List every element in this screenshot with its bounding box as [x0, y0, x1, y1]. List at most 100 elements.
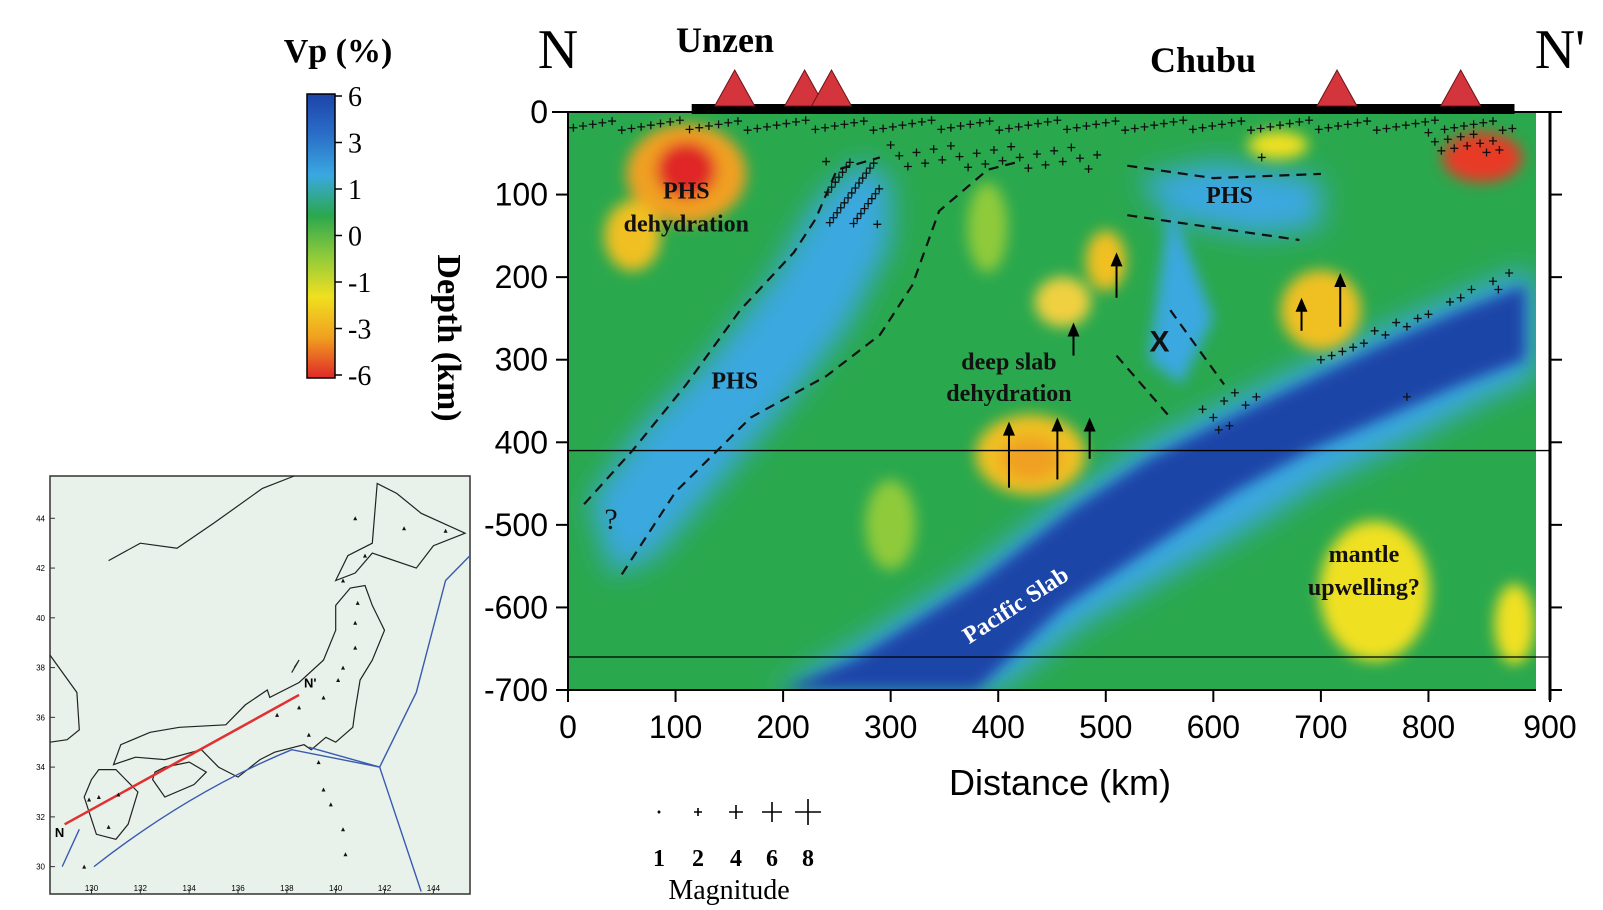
x-tick-label: 300 [864, 709, 917, 745]
arrow-head [1051, 417, 1064, 432]
arrow-head [1002, 421, 1015, 436]
earthquake-marker [1459, 122, 1468, 131]
earthquake-marker [762, 122, 771, 131]
earthquake-marker [1314, 125, 1323, 134]
earthquake-marker [1034, 119, 1043, 128]
earthquake-marker [875, 184, 884, 193]
map-lat-label: 42 [36, 564, 45, 573]
magnitude-value: 1 [653, 846, 665, 872]
arrow-head [1083, 417, 1096, 432]
profile-start-label: N [538, 19, 578, 81]
earthquake-marker [1007, 142, 1016, 151]
earthquake-marker [825, 218, 834, 227]
earthquake-marker [1456, 132, 1465, 141]
colorbar-tick-label: 6 [348, 82, 362, 113]
x-tick-label: 400 [972, 709, 1025, 745]
earthquake-marker [1179, 116, 1188, 125]
earthquake-marker [821, 123, 830, 132]
earthquake-marker [1424, 310, 1433, 319]
earthquake-marker [956, 122, 965, 131]
arrow-head [1067, 322, 1080, 337]
earthquake-marker [1479, 118, 1488, 127]
earthquake-marker [685, 125, 694, 134]
earthquake-marker [1198, 405, 1207, 414]
earthquake-marker [866, 164, 875, 173]
earthquake-marker [1488, 277, 1497, 286]
earthquake-marker [1421, 117, 1430, 126]
earthquake-marker [1121, 126, 1130, 135]
map-volcano-dot [297, 705, 302, 710]
map-volcano-dot [341, 665, 346, 670]
earthquake-marker [714, 120, 723, 129]
earthquake-marker [656, 119, 665, 128]
volcano-markers [713, 68, 1482, 107]
earthquake-marker [1150, 121, 1159, 130]
earthquake-marker [1413, 314, 1422, 323]
phs-upper-dash-bottom [1127, 214, 1300, 242]
earthquake-marker [1041, 160, 1050, 169]
earthquake-marker [1093, 150, 1102, 159]
earthquake-marker [1469, 120, 1478, 129]
earthquake-marker [864, 199, 873, 208]
station-bar [691, 104, 1515, 114]
earthquake-marker [1372, 126, 1381, 135]
earthquake-marker [1338, 347, 1347, 356]
earthquake-marker [1349, 343, 1358, 352]
earthquake-marker [1430, 137, 1439, 146]
earthquake-marker [1343, 120, 1352, 129]
map-sado [291, 659, 300, 673]
map-lon-label: 140 [329, 884, 343, 893]
earthquake-marker [1456, 293, 1465, 302]
x-tick-label: 200 [756, 709, 809, 745]
earthquake-marker [1237, 117, 1246, 126]
dehydration-arrow-3 [1083, 417, 1096, 459]
shallow-low-1 [1247, 131, 1308, 160]
volcano-marker [1316, 68, 1358, 107]
colorbar-tick-label: -6 [348, 361, 371, 392]
earthquake-marker [1140, 122, 1149, 131]
map-lon-label: 136 [231, 884, 245, 893]
earthquake-marker [1082, 122, 1091, 131]
earthquake-marker [1015, 153, 1024, 162]
volcano-marker [713, 68, 756, 107]
map-shikoku [151, 761, 208, 798]
earthquake-marker [1430, 116, 1439, 125]
volcano-group-label-unzen: Unzen [676, 20, 774, 60]
map-volcano-dot [353, 645, 358, 650]
map-volcano-dot [343, 852, 348, 857]
earthquake-marker [666, 117, 675, 126]
earthquake-marker [743, 126, 752, 135]
earthquake-marker [1067, 143, 1076, 152]
earthquake-marker [844, 193, 853, 202]
map-trench-japan [379, 555, 471, 768]
earthquake-marker [867, 194, 876, 203]
dehydration-arrow-7 [1334, 273, 1347, 327]
earthquake-marker [856, 209, 865, 218]
y-tick-label: 0 [530, 94, 548, 130]
annotation-3: PHS [711, 369, 758, 395]
phs-slab-upper [1138, 161, 1321, 236]
earthquake-marker [1363, 117, 1372, 126]
mantle-upwelling-low [1319, 520, 1430, 661]
earthquake-marker [1324, 123, 1333, 132]
magnitude-value: 8 [802, 846, 814, 872]
x-dash-left [1115, 354, 1172, 419]
earthquake-marker [1208, 122, 1217, 131]
earthquake-marker [895, 151, 904, 160]
volcano-marker [783, 68, 826, 107]
pacific-slab-core [783, 285, 1526, 690]
earthquake-marker [842, 163, 851, 172]
map-lat-label: 36 [36, 713, 45, 722]
earthquake-marker [1382, 124, 1391, 133]
earthquake-marker [966, 120, 975, 129]
earthquake-marker [1498, 126, 1507, 135]
earthquake-marker [1381, 330, 1390, 339]
colorbar-ticks: 6 3 1 0 -1 -3 -6 [335, 82, 371, 392]
dehydration-arrow-4 [1067, 322, 1080, 356]
magnitude-legend-title: Magnitude [668, 875, 789, 906]
phs-upper-boundary [583, 156, 881, 505]
earthquake-marker [917, 117, 926, 126]
earthquake-marker [1476, 139, 1485, 148]
earthquake-marker [772, 121, 781, 130]
earthquake-marker [1004, 124, 1013, 133]
